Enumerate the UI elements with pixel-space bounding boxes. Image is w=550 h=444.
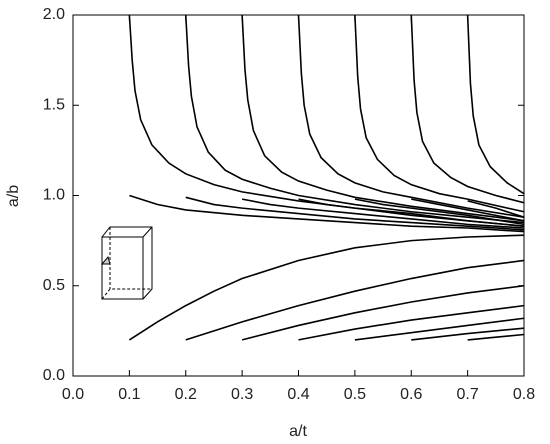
- curve: [466, 14, 525, 195]
- curve: [128, 14, 525, 227]
- curve: [185, 259, 525, 341]
- curve: [298, 198, 525, 227]
- curve: [298, 304, 525, 341]
- y-axis-label: a/b: [5, 185, 22, 207]
- curve: [241, 284, 525, 341]
- curve: [411, 198, 525, 222]
- curve: [467, 333, 525, 341]
- y-tick-label: 2.0: [43, 6, 65, 23]
- x-tick-label: 0.2: [175, 386, 197, 403]
- x-tick-label: 0.1: [118, 386, 140, 403]
- curve: [354, 198, 525, 226]
- x-tick-label: 0.8: [513, 386, 535, 403]
- x-tick-label: 0.3: [231, 386, 253, 403]
- x-tick-label: 0.7: [457, 386, 479, 403]
- y-tick-label: 1.5: [43, 96, 65, 113]
- curve: [128, 234, 525, 341]
- x-tick-label: 0.0: [62, 386, 84, 403]
- curve: [354, 317, 525, 341]
- curve: [184, 14, 525, 224]
- curve: [241, 198, 525, 229]
- curve: [297, 14, 525, 218]
- x-axis-label: a/t: [289, 423, 307, 440]
- inset-box-icon: [100, 226, 153, 300]
- curve: [241, 14, 525, 222]
- curve: [354, 14, 525, 213]
- y-tick-label: 1.0: [43, 187, 65, 204]
- y-tick-label: 0.5: [43, 277, 65, 294]
- y-tick-label: 0.0: [43, 367, 65, 384]
- curve: [185, 196, 525, 231]
- curve: [411, 327, 525, 341]
- curve: [410, 14, 525, 204]
- curve: [129, 194, 525, 233]
- x-tick-label: 0.4: [287, 386, 309, 403]
- curve: [467, 200, 525, 218]
- x-tick-label: 0.6: [400, 386, 422, 403]
- x-tick-label: 0.5: [344, 386, 366, 403]
